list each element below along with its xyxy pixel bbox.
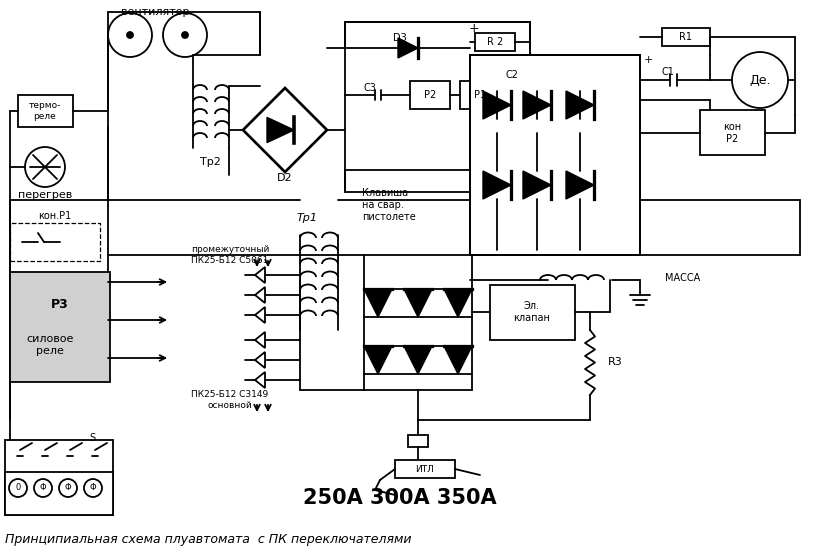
Polygon shape — [523, 171, 551, 199]
Text: С3: С3 — [364, 83, 377, 93]
Circle shape — [25, 147, 65, 187]
Bar — [460, 81, 500, 109]
Polygon shape — [444, 346, 472, 374]
Polygon shape — [255, 267, 265, 283]
Polygon shape — [255, 332, 265, 348]
Polygon shape — [523, 91, 551, 119]
Text: кон
Р2: кон Р2 — [723, 122, 741, 144]
Text: Φ: Φ — [39, 484, 47, 492]
Text: D2: D2 — [277, 173, 293, 183]
Polygon shape — [566, 91, 594, 119]
Text: Де.: Де. — [749, 73, 771, 87]
Bar — [345, 22, 530, 192]
Polygon shape — [255, 352, 265, 368]
Text: Р1: Р1 — [474, 90, 486, 100]
Text: Клавиша
на свар.
пистолете: Клавиша на свар. пистолете — [362, 188, 416, 221]
Text: +: + — [468, 22, 479, 34]
Text: R3: R3 — [608, 357, 622, 367]
Text: ПК25-Б12 С3149
основной: ПК25-Б12 С3149 основной — [192, 390, 269, 410]
Text: Эл.
клапан: Эл. клапан — [514, 301, 550, 323]
Polygon shape — [267, 118, 294, 142]
Text: 250А 300А 350А: 250А 300А 350А — [303, 488, 497, 508]
Polygon shape — [444, 289, 472, 317]
Polygon shape — [255, 287, 265, 303]
Circle shape — [732, 52, 788, 108]
Bar — [10, 223, 100, 261]
Text: Φ: Φ — [65, 484, 71, 492]
Text: R 2: R 2 — [486, 37, 503, 47]
Polygon shape — [364, 346, 392, 374]
Bar — [490, 285, 575, 340]
Circle shape — [34, 479, 52, 497]
Bar — [470, 55, 640, 255]
Circle shape — [163, 13, 207, 57]
Circle shape — [127, 32, 133, 38]
Bar — [410, 81, 450, 109]
Circle shape — [84, 479, 102, 497]
Bar — [700, 110, 765, 155]
Bar — [408, 435, 428, 447]
Polygon shape — [255, 307, 265, 323]
Polygon shape — [243, 88, 327, 172]
Bar — [662, 28, 710, 46]
Polygon shape — [483, 171, 511, 199]
Circle shape — [108, 13, 152, 57]
Text: Р3: Р3 — [51, 299, 69, 311]
Text: R1: R1 — [680, 32, 693, 42]
Text: ИТЛ: ИТЛ — [415, 464, 434, 474]
Circle shape — [182, 32, 188, 38]
Polygon shape — [566, 171, 594, 199]
Text: силовое
реле: силовое реле — [26, 334, 74, 356]
Text: промежуточный
ПК25-Б12 С5061: промежуточный ПК25-Б12 С5061 — [191, 245, 269, 265]
Text: S: S — [89, 433, 95, 443]
Polygon shape — [255, 372, 265, 388]
Text: Р2: Р2 — [424, 90, 437, 100]
Text: Φ: Φ — [90, 484, 97, 492]
Text: D3: D3 — [393, 33, 407, 43]
Text: Тр1: Тр1 — [296, 213, 318, 223]
Bar — [395, 460, 455, 478]
Polygon shape — [364, 289, 392, 317]
Polygon shape — [404, 346, 432, 374]
Circle shape — [59, 479, 77, 497]
Text: 0: 0 — [16, 484, 20, 492]
Text: С1: С1 — [662, 67, 675, 77]
Text: МАССА: МАССА — [665, 273, 700, 283]
Text: перегрев: перегрев — [18, 190, 72, 200]
Text: кон.Р1: кон.Р1 — [38, 211, 71, 221]
Text: Тр2: Тр2 — [200, 157, 220, 167]
Bar — [10, 272, 110, 382]
Polygon shape — [398, 38, 418, 58]
Text: вентилятор: вентилятор — [120, 7, 189, 17]
Text: +: + — [643, 55, 653, 65]
Circle shape — [9, 479, 27, 497]
Text: термо-
реле: термо- реле — [29, 102, 61, 121]
Bar — [475, 33, 515, 51]
Polygon shape — [404, 289, 432, 317]
Bar — [18, 95, 73, 127]
Text: Принципиальная схема плуавтомата  с ПК переключателями: Принципиальная схема плуавтомата с ПК пе… — [5, 533, 411, 546]
Bar — [5, 440, 113, 515]
Bar — [5, 472, 113, 515]
Polygon shape — [483, 91, 511, 119]
Text: С2: С2 — [505, 70, 518, 80]
